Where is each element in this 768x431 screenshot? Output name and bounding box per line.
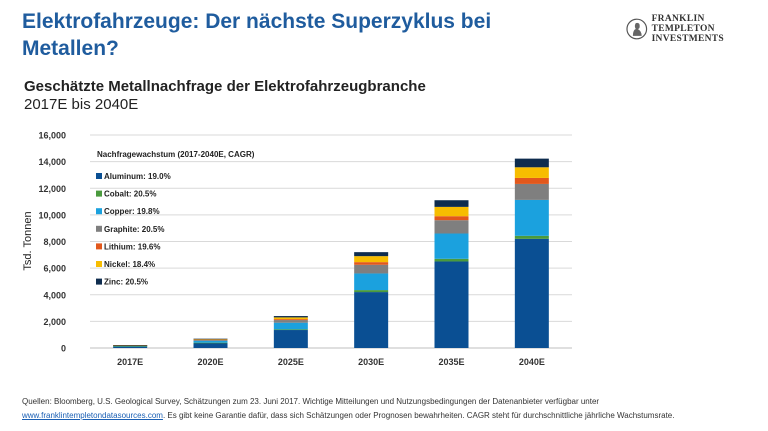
legend-swatch: [96, 278, 102, 285]
bar-segment-zinc: [113, 345, 148, 346]
bar-segment-graphite: [434, 220, 469, 234]
bar-segment-copper: [193, 340, 228, 343]
legend-entry: Lithium: 19.6%: [104, 242, 160, 251]
x-tick-label: 2035E: [438, 357, 464, 367]
legend-entry: Zinc: 20.5%: [104, 278, 148, 287]
logo-line2: INVESTMENTS: [651, 34, 725, 44]
bar-segment-cobalt: [354, 290, 389, 293]
y-tick-label: 6,000: [43, 264, 66, 274]
legend-swatch: [96, 190, 102, 197]
bar-segment-copper: [514, 199, 549, 236]
chart-subtitle: 2017E bis 2040E: [24, 96, 139, 113]
logo-line1: FRANKLIN TEMPLETON: [651, 14, 715, 34]
bar-segment-graphite: [273, 320, 308, 323]
y-axis-label: Tsd. Tonnen: [22, 211, 34, 270]
legend-title: Nachfragewachstum (2017-2040E, CAGR): [97, 150, 255, 159]
bar-segment-aluminum: [113, 346, 148, 348]
y-tick-label: 10,000: [38, 210, 66, 220]
bar-segment-nickel: [354, 256, 389, 263]
legend-entry: Nickel: 18.4%: [104, 260, 155, 269]
bar-segment-lithium: [354, 262, 389, 265]
stacked-bar-chart: 0 2,000 4,000 6,000 8,000 10,000 12,000 14,000 1…: [22, 131, 572, 367]
y-tick-label: 2,000: [43, 317, 66, 327]
footnote-line2: . Es gibt keine Garantie dafür, dass sic…: [162, 411, 675, 420]
bar-segment-graphite: [354, 264, 389, 274]
y-tick-label: 14,000: [38, 157, 66, 167]
y-tick-label: 0: [61, 344, 66, 354]
x-tick-label: 2017E: [117, 357, 143, 367]
legend-entry: Copper: 19.8%: [104, 207, 160, 216]
x-tick-label: 2025E: [278, 357, 304, 367]
y-tick-label: 8,000: [43, 237, 66, 247]
legend-entry: Aluminum: 19.0%: [104, 172, 171, 181]
x-tick-label: 2040E: [519, 357, 545, 367]
bar-segment-nickel: [434, 206, 469, 217]
bar-segment-copper: [354, 273, 389, 291]
bar-segment-lithium: [434, 216, 469, 221]
legend-swatch: [96, 261, 102, 267]
chart-title: Geschätzte Metallnachfrage der Elektrofa…: [24, 78, 426, 95]
legend-swatch: [96, 173, 102, 179]
bar-segment-cobalt: [514, 235, 549, 239]
bar-segment-aluminum: [193, 342, 228, 348]
legend-swatch: [96, 225, 102, 232]
footnote-line1: Quellen: Bloomberg, U.S. Geological Surv…: [22, 397, 600, 406]
bar-segment-aluminum: [354, 292, 389, 348]
bar-segment-graphite: [193, 339, 228, 341]
bar-segment-copper: [273, 322, 308, 330]
bar-segment-lithium: [193, 339, 228, 341]
bar-segment-cobalt: [434, 258, 469, 262]
legend-entry: Graphite: 20.5%: [104, 225, 164, 234]
bar-segment-nickel: [514, 167, 549, 178]
y-tick-label: 12,000: [38, 184, 66, 194]
bar-segment-nickel: [273, 317, 308, 320]
legend-swatch: [96, 243, 102, 250]
bar-segment-zinc: [434, 200, 469, 207]
bar-segment-zinc: [193, 338, 228, 340]
bar-segment-aluminum: [273, 330, 308, 348]
legend-swatch: [96, 208, 102, 215]
bar-segment-aluminum: [514, 238, 549, 348]
x-tick-label: 2030E: [358, 357, 384, 367]
data-sources-link[interactable]: www.franklintempletondatasources.com: [22, 411, 163, 420]
legend-entry: Cobalt: 20.5%: [104, 190, 156, 199]
bar-segment-lithium: [514, 177, 549, 184]
bar-segment-graphite: [514, 183, 549, 200]
bar-segment-zinc: [514, 158, 549, 168]
bar-segment-copper: [434, 233, 469, 259]
bar-segment-lithium: [273, 319, 308, 321]
bar-segment-aluminum: [434, 261, 469, 348]
bar-segment-nickel: [193, 339, 228, 340]
bar-segment-cobalt: [193, 342, 228, 344]
bar-segment-zinc: [354, 252, 389, 257]
page-title: Elektrofahrzeuge: Der nächste Superzyklu…: [22, 10, 492, 60]
y-tick-label: 16,000: [38, 131, 66, 141]
x-tick-label: 2020E: [197, 357, 223, 367]
logo-bust-icon: [626, 18, 648, 40]
y-tick-label: 4,000: [43, 290, 66, 300]
bar-segment-cobalt: [273, 329, 308, 331]
franklin-templeton-logo: FRANKLIN TEMPLETON INVESTMENTS: [626, 14, 768, 44]
footnote: Quellen: Bloomberg, U.S. Geological Surv…: [22, 395, 762, 423]
bar-segment-zinc: [273, 316, 308, 318]
bar-segment-cobalt: [113, 346, 148, 347]
